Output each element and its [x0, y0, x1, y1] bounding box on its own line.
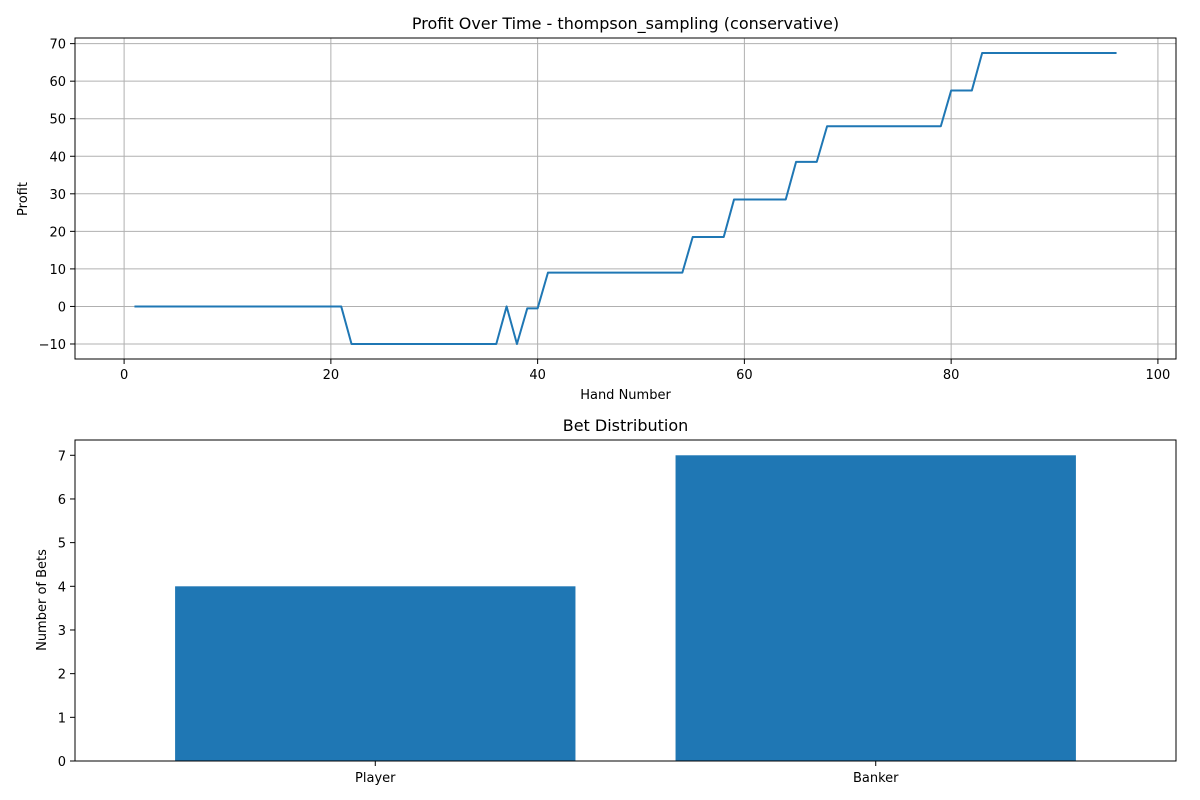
bar-chart-ticks: 0 1 2 3 4 5 6 7 Player Banker	[58, 449, 899, 786]
line-chart-xlabel: Hand Number	[580, 388, 671, 403]
line-chart-ylabel: Profit	[16, 182, 31, 216]
bar-y-tick-label: 4	[58, 580, 66, 595]
bet-distribution-chart: Bet Distribution 0 1 2 3 4 5 6 7 Player Banker Nu…	[35, 416, 1177, 786]
line-x-tick-label: 40	[529, 368, 546, 383]
line-y-tick-label: −10	[39, 338, 66, 353]
line-chart-title: Profit Over Time - thompson_sampling (co…	[412, 14, 839, 34]
bar-y-tick-label: 5	[58, 537, 66, 552]
bar-y-tick-label: 6	[58, 493, 66, 508]
line-chart-grid	[75, 38, 1176, 359]
line-y-tick-label: 60	[49, 75, 66, 90]
bar-y-tick-label: 0	[58, 755, 66, 770]
bar-x-tick-label-player: Player	[355, 771, 396, 786]
line-chart-ticks: 0 20 40 60 80 100 −10 0 10 20 30 40 50 60 70	[39, 38, 1171, 383]
line-y-tick-label: 40	[49, 150, 66, 165]
line-y-tick-label: 0	[58, 300, 66, 315]
line-y-tick-label: 20	[49, 225, 66, 240]
line-chart-frame	[74, 37, 1177, 360]
bar-banker	[675, 455, 1076, 761]
line-x-tick-label: 60	[736, 368, 753, 383]
line-x-tick-label: 100	[1145, 368, 1170, 383]
bar-player	[175, 586, 576, 761]
line-chart-series	[134, 52, 1117, 345]
bar-y-tick-label: 1	[58, 711, 66, 726]
line-x-tick-label: 0	[120, 368, 128, 383]
bar-y-tick-label: 3	[58, 624, 66, 639]
bar-chart-frame	[74, 439, 1177, 762]
line-x-tick-label: 80	[943, 368, 960, 383]
line-y-tick-label: 10	[49, 263, 66, 278]
line-x-tick-label: 20	[323, 368, 340, 383]
bar-y-tick-label: 2	[58, 668, 66, 683]
bar-x-tick-label-banker: Banker	[853, 771, 899, 786]
bar-y-tick-label: 7	[58, 449, 66, 464]
profit-series-line	[134, 52, 1117, 345]
line-y-tick-label: 50	[49, 113, 66, 128]
line-y-tick-label: 30	[49, 188, 66, 203]
bar-chart-title: Bet Distribution	[563, 416, 689, 435]
bar-chart-bars	[175, 455, 1076, 761]
bar-chart-ylabel: Number of Bets	[35, 549, 50, 651]
line-y-tick-label: 70	[49, 38, 66, 53]
profit-line-chart: Profit Over Time - thompson_sampling (co…	[16, 14, 1177, 403]
